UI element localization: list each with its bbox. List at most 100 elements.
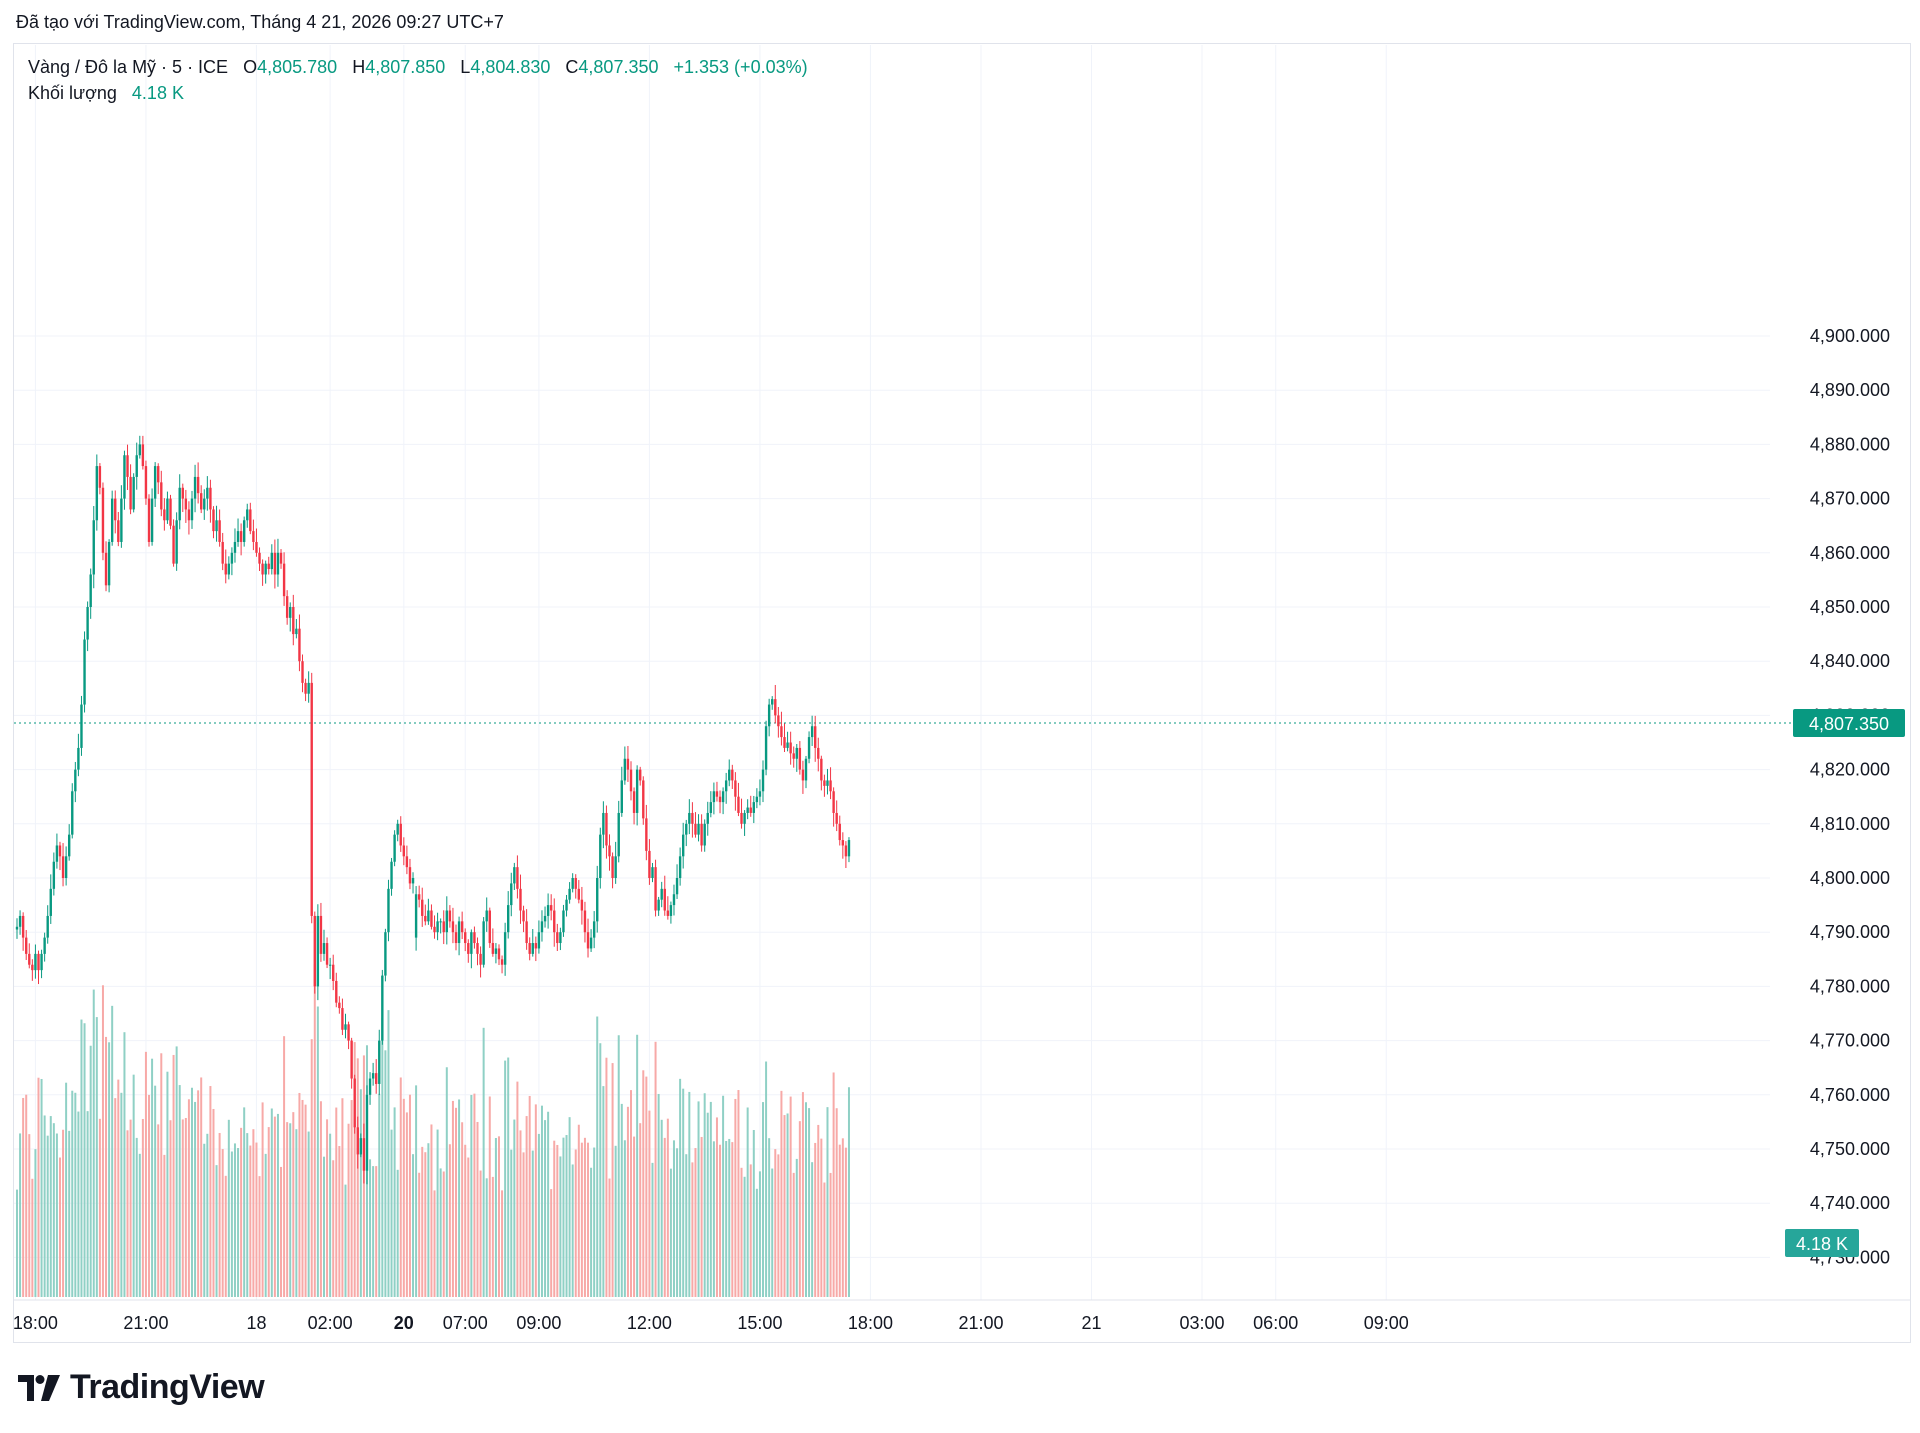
chart-frame[interactable] [13,43,1911,1343]
candle-body [577,888,581,900]
volume-bar [415,1085,418,1297]
candle-body [602,812,605,835]
candle-body [510,883,513,906]
candle-body [74,769,77,792]
candle-body [629,769,633,792]
volume-bar [418,1172,421,1297]
candle-body [783,737,786,748]
volume-bar [507,1057,510,1297]
volume-bar [623,1140,626,1297]
volume-bar [86,1111,89,1297]
volume-bar [814,1142,817,1297]
volume-bar [62,1129,65,1297]
volume-badge [1785,1229,1859,1257]
volume-bar [190,1087,193,1297]
candle-body [40,953,43,971]
volume-label[interactable]: Khối lượng [28,83,117,103]
candle-body [608,845,611,857]
candle-body [163,509,166,521]
candle-body [307,682,310,694]
volume-bar [255,1142,258,1297]
volume-bar [740,1167,743,1297]
volume-bar [295,1129,298,1297]
candle-body [823,780,826,786]
candle-body [801,769,805,781]
candle-body [706,812,709,824]
candle-body [295,628,298,635]
candle-body [310,682,313,916]
y-tick-label: 4,840.000 [1810,651,1890,671]
volume-bar [252,1129,255,1297]
candle-body [448,910,452,922]
volume-bar [774,1149,777,1297]
candle-body [368,1078,372,1095]
candle-body [215,520,218,532]
candle-body [728,769,731,781]
candle-body [503,932,507,965]
tradingview-logo[interactable]: TradingView [18,1368,265,1407]
volume-bar [209,1086,212,1297]
volume-bar [728,1138,731,1297]
candle-body [639,769,642,781]
candle-body [371,1073,375,1079]
current-price-badge [1793,709,1905,737]
volume-bar [682,1088,685,1297]
volume-bar [801,1092,804,1297]
volume-bar [83,1023,86,1297]
volume-bar [307,1131,310,1297]
volume-bar [261,1102,264,1297]
candle-body [586,932,590,949]
candle-body [718,796,722,803]
chart-caption: Đã tạo với TradingView.com, Tháng 4 21, … [16,12,504,32]
volume-bar [408,1094,411,1297]
candle-body [669,905,673,916]
volume-bar [596,1016,599,1297]
volume-bar [516,1081,519,1297]
candle-body [350,1040,353,1079]
volume-bar [169,1120,172,1297]
x-tick-label: 09:00 [516,1313,561,1333]
candle-body [764,726,768,770]
candle-body [64,856,68,878]
candle-body [829,780,832,792]
candle-body [672,894,676,906]
candle-body [233,541,237,553]
candle-body [67,834,71,857]
candle-body [556,932,559,944]
volume-bar [80,1019,83,1297]
candle-body [384,932,387,976]
candle-body [513,867,516,884]
candle-body [681,834,685,857]
candle-body [338,1002,341,1009]
volume-bar [436,1129,439,1297]
candle-body [454,932,458,944]
candle-body [749,807,752,813]
volume-bar [19,1133,22,1297]
candle-body [445,910,448,933]
symbol-label[interactable]: Vàng / Đô la Mỹ · 5 · ICE [28,57,229,77]
candle-body [746,807,749,813]
x-tick-label: 18 [246,1313,266,1333]
volume-bar [685,1154,688,1297]
volume-bar [310,1039,313,1297]
candle-body [196,476,200,494]
volume-bar [335,1107,338,1297]
high-value: 4,807.850 [365,57,446,77]
volume-bar [166,1071,169,1297]
volume-bar [175,1046,178,1297]
volume-bar [669,1168,672,1297]
candle-body [270,552,274,570]
y-tick-label: 4,820.000 [1810,760,1890,780]
candle-body [838,823,841,841]
candle-body [559,932,562,944]
candle-body [755,796,759,803]
candle-body [95,466,99,521]
candle-body [378,1040,381,1084]
volume-bar [553,1140,556,1297]
volume-bar [402,1098,405,1297]
volume-bar [501,1190,504,1297]
volume-bar [783,1115,786,1297]
volume-bar [292,1112,295,1297]
volume-bar [31,1178,34,1297]
